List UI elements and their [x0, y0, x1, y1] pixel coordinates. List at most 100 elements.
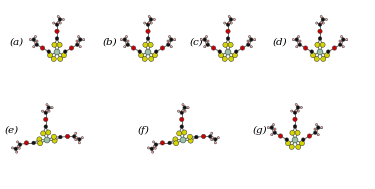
Circle shape — [18, 147, 20, 149]
Circle shape — [138, 50, 142, 53]
Circle shape — [249, 41, 250, 44]
Circle shape — [154, 143, 158, 146]
Circle shape — [218, 50, 222, 53]
Circle shape — [149, 18, 153, 21]
Circle shape — [188, 134, 192, 139]
Circle shape — [65, 134, 70, 139]
Circle shape — [325, 18, 327, 21]
Circle shape — [52, 42, 57, 47]
Circle shape — [299, 141, 304, 146]
Circle shape — [188, 138, 193, 143]
Circle shape — [32, 38, 36, 41]
Circle shape — [44, 111, 48, 115]
Circle shape — [295, 38, 298, 41]
Circle shape — [142, 56, 147, 61]
Circle shape — [14, 147, 18, 151]
Circle shape — [153, 18, 155, 21]
Circle shape — [206, 43, 210, 46]
Circle shape — [47, 50, 51, 53]
Circle shape — [58, 135, 62, 139]
Circle shape — [34, 36, 36, 38]
Circle shape — [226, 37, 230, 40]
Circle shape — [143, 42, 148, 47]
Circle shape — [289, 144, 294, 149]
Circle shape — [234, 50, 238, 53]
Circle shape — [271, 134, 273, 136]
Circle shape — [300, 106, 302, 108]
Circle shape — [146, 23, 150, 26]
Circle shape — [51, 56, 56, 61]
Circle shape — [76, 40, 78, 42]
Circle shape — [154, 147, 156, 149]
Circle shape — [310, 53, 316, 58]
Circle shape — [78, 41, 80, 44]
Circle shape — [224, 22, 226, 24]
Circle shape — [226, 23, 230, 26]
Circle shape — [40, 131, 46, 136]
Text: (d): (d) — [273, 38, 288, 47]
Circle shape — [62, 18, 64, 21]
Circle shape — [316, 126, 320, 129]
Circle shape — [44, 125, 48, 128]
Circle shape — [152, 151, 154, 153]
Circle shape — [249, 38, 253, 41]
Circle shape — [59, 22, 62, 24]
Circle shape — [57, 21, 59, 24]
Circle shape — [51, 134, 57, 139]
Circle shape — [187, 107, 189, 109]
Circle shape — [75, 139, 77, 141]
Circle shape — [249, 36, 250, 38]
Circle shape — [315, 124, 318, 126]
Circle shape — [297, 41, 300, 44]
Circle shape — [57, 15, 59, 18]
Circle shape — [170, 46, 172, 48]
Circle shape — [230, 22, 232, 24]
Circle shape — [229, 18, 233, 21]
Circle shape — [201, 134, 206, 139]
Text: (a): (a) — [10, 38, 24, 47]
Circle shape — [315, 42, 320, 47]
Circle shape — [148, 15, 150, 18]
Circle shape — [229, 56, 234, 61]
Text: (e): (e) — [5, 126, 19, 135]
Circle shape — [222, 56, 227, 61]
Circle shape — [38, 141, 43, 146]
Circle shape — [82, 39, 85, 41]
Circle shape — [232, 53, 237, 58]
Circle shape — [150, 147, 154, 151]
Circle shape — [167, 40, 169, 42]
Circle shape — [211, 46, 216, 50]
Circle shape — [168, 41, 171, 44]
Circle shape — [180, 125, 183, 128]
Circle shape — [81, 137, 83, 139]
Circle shape — [62, 53, 66, 58]
Circle shape — [228, 15, 230, 18]
Circle shape — [63, 50, 67, 53]
Text: (f): (f) — [138, 126, 150, 135]
Circle shape — [285, 141, 291, 146]
Circle shape — [296, 144, 301, 149]
Circle shape — [40, 46, 45, 50]
Circle shape — [18, 143, 22, 146]
Circle shape — [148, 21, 150, 24]
Circle shape — [120, 39, 122, 41]
Circle shape — [58, 56, 63, 61]
Circle shape — [254, 39, 256, 41]
Circle shape — [339, 43, 342, 46]
Circle shape — [247, 40, 249, 42]
Circle shape — [207, 40, 209, 42]
Circle shape — [320, 15, 322, 18]
Circle shape — [295, 109, 297, 112]
Circle shape — [318, 37, 322, 40]
Circle shape — [217, 137, 219, 139]
Circle shape — [240, 46, 244, 50]
Circle shape — [299, 40, 301, 42]
Circle shape — [211, 137, 213, 139]
Circle shape — [214, 142, 216, 144]
Circle shape — [320, 42, 325, 47]
Circle shape — [183, 106, 186, 109]
Circle shape — [326, 50, 330, 53]
Circle shape — [317, 49, 323, 55]
Circle shape — [274, 128, 276, 130]
Circle shape — [154, 50, 158, 53]
